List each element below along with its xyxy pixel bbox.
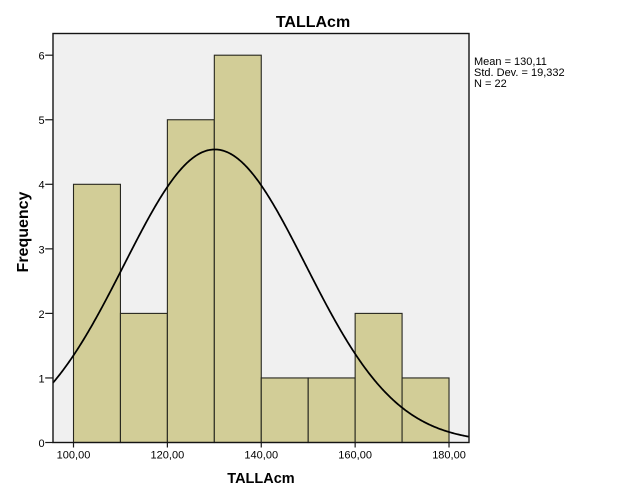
svg-text:Std. Dev. = 19,332: Std. Dev. = 19,332: [474, 67, 565, 79]
svg-text:4: 4: [38, 180, 44, 192]
svg-text:120,00: 120,00: [151, 450, 185, 462]
svg-text:1: 1: [38, 373, 44, 385]
svg-text:TALLAcm: TALLAcm: [276, 14, 350, 31]
svg-text:160,00: 160,00: [338, 450, 372, 462]
svg-text:N = 22: N = 22: [474, 78, 507, 90]
svg-text:2: 2: [38, 309, 44, 321]
svg-text:Frequency: Frequency: [15, 191, 32, 272]
svg-text:140,00: 140,00: [244, 450, 278, 462]
svg-text:5: 5: [38, 115, 44, 127]
svg-text:180,00: 180,00: [432, 450, 466, 462]
svg-text:Mean = 130,11: Mean = 130,11: [474, 56, 547, 68]
svg-text:0: 0: [38, 438, 44, 450]
svg-text:6: 6: [38, 51, 44, 63]
svg-text:100,00: 100,00: [57, 450, 91, 462]
svg-text:TALLAcm: TALLAcm: [227, 471, 294, 487]
svg-text:3: 3: [38, 244, 44, 256]
